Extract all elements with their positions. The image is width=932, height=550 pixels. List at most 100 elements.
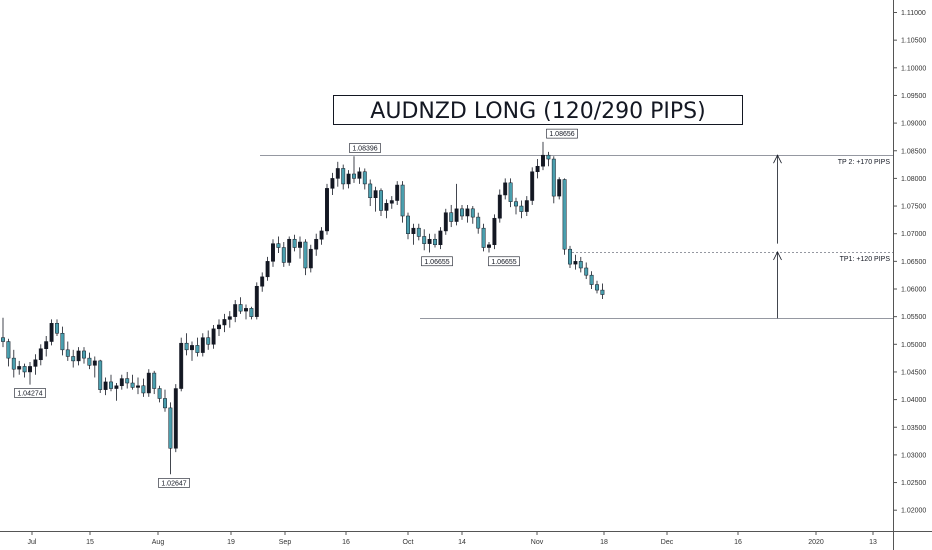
candle-body [287,238,292,263]
candle [541,141,545,171]
candle-body [260,276,265,287]
candle-body [152,372,157,389]
candle-body [481,227,486,248]
candle [60,326,65,356]
candle-body [346,173,351,185]
y-tick-label: 1.03500 [901,425,926,432]
candle-body [395,184,400,201]
candle [449,204,454,228]
levels-layer: TP 2: +170 PIPS TP1: +120 PIPS [260,155,893,319]
candle [168,402,173,475]
candle-body [314,238,319,250]
y-tick-label: 1.07500 [901,204,926,211]
candle [546,151,551,167]
candle [379,188,383,217]
candle-body [325,188,329,232]
candle [152,370,157,395]
candle-body [584,267,589,276]
x-tick-label: Dec [661,539,674,546]
candle-body [460,208,464,217]
x-tick-label: Oct [403,539,414,546]
y-tick-label: 1.03000 [901,452,926,459]
candle-body [119,378,124,387]
candle-body [465,208,470,217]
candle-body [173,388,178,449]
candle-body [92,360,97,366]
price-label: 1.04274 [14,388,46,398]
candle [163,389,167,412]
candle-body [49,323,54,342]
candle-body [400,184,405,217]
candle [476,212,481,234]
candle [98,359,103,393]
candle [292,234,297,252]
candle [308,244,313,273]
price-label-text: 1.08396 [352,146,377,153]
candle-body [22,366,27,373]
candle-body [190,345,194,351]
candle-body [233,304,238,317]
y-tick-label: 1.06000 [901,287,926,294]
time-axis: Jul 15 Aug 19 Sep 16 Oct 14 Nov 18 Dec 16 2020 13 [28,531,877,546]
candle [287,236,292,266]
candle-body [487,244,491,248]
candle [535,159,540,179]
candle [406,212,410,240]
candle [44,336,49,357]
candle-body [514,201,518,207]
candle [503,178,508,200]
candle [179,337,184,392]
candle-body [335,168,340,179]
candle-body [206,337,211,345]
candle-body [530,171,535,201]
candle [217,319,221,337]
title-frame [333,95,743,125]
candle [481,223,486,252]
price-label: 1.06655 [488,256,520,267]
candle-body [589,274,594,285]
level-label: TP1: +120 PIPS [840,256,891,263]
candle [395,181,400,205]
candle [514,197,518,215]
candle [249,306,254,320]
candle [443,208,448,235]
candle-body [476,216,481,229]
candle-body [17,366,22,370]
candle [595,280,599,294]
candle-body [195,345,200,353]
arrow-head [773,154,782,164]
candle [184,333,189,356]
candle [190,341,194,361]
price-label-text: 1.06655 [491,259,516,266]
price-label: 1.08396 [349,143,381,153]
candle-body [508,182,513,202]
candle-body [384,203,389,211]
candle-body [28,366,32,373]
candle [497,189,502,223]
candle [438,227,443,250]
target-arrows [773,154,782,319]
price-label-box [546,128,578,139]
candle-body [319,230,324,240]
candle-body [244,308,248,312]
candle-body [357,171,362,179]
candle [238,297,243,314]
candle-body [254,285,259,317]
price-label: 1.08656 [546,128,578,139]
candle-body [141,385,146,394]
candle [341,164,346,190]
candle [470,206,475,224]
candle [422,229,427,251]
candle-body [65,349,70,357]
x-tick-label: 19 [227,539,235,546]
candle-body [443,212,448,232]
price-labels-layer: 1.04274 1.02647 1.08396 1.06655 1.06655 1.086… [14,128,578,488]
candle [335,161,340,187]
candle-body [303,241,308,269]
candle [11,349,16,378]
candle-body [281,247,286,263]
candle [487,241,491,253]
candle [200,333,205,357]
candle-body [184,342,189,351]
